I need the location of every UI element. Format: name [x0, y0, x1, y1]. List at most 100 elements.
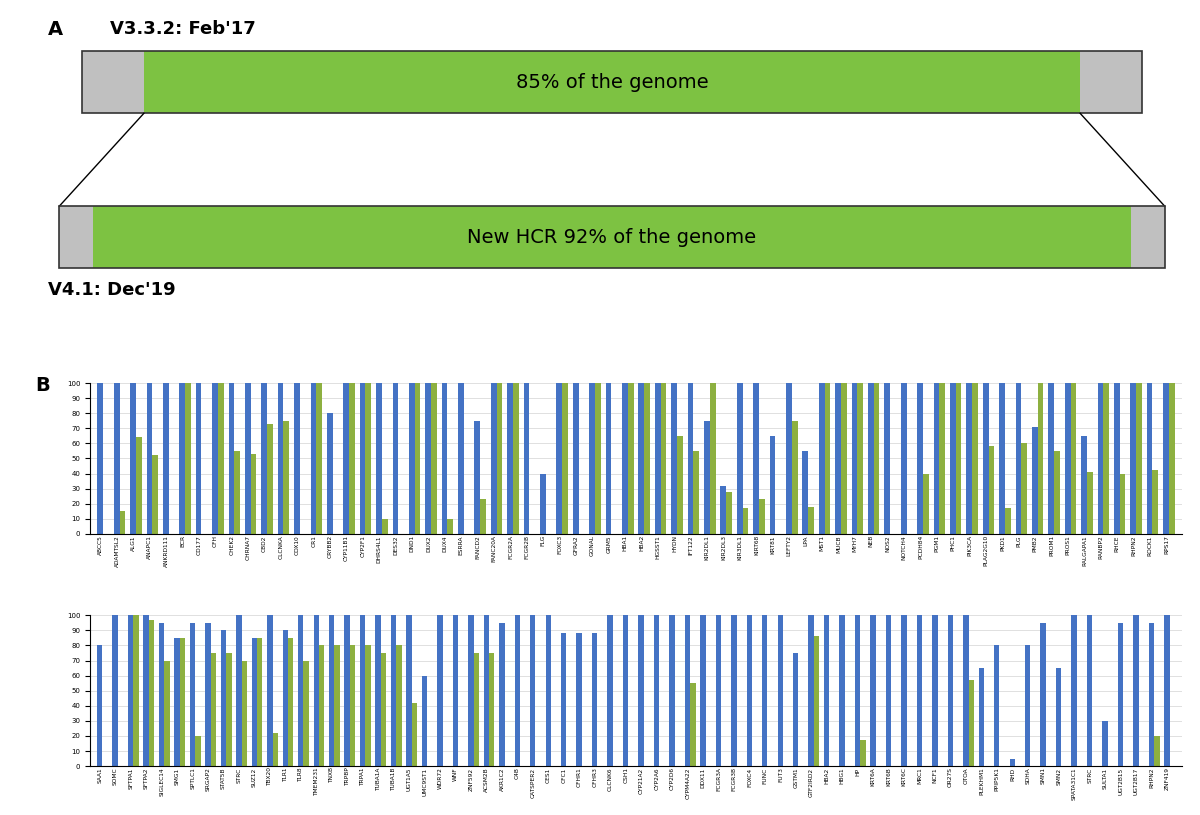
Bar — [576, 633, 582, 766]
Bar — [803, 451, 808, 534]
Bar — [180, 638, 185, 766]
Bar — [769, 436, 775, 534]
Bar — [452, 615, 458, 766]
Bar — [955, 383, 961, 534]
Bar — [1163, 383, 1169, 534]
Bar — [491, 383, 497, 534]
Bar — [917, 615, 922, 766]
Bar — [530, 615, 535, 766]
Bar — [376, 615, 380, 766]
Bar — [1169, 383, 1175, 534]
Bar — [948, 615, 953, 766]
Bar — [163, 383, 169, 534]
Bar — [1152, 470, 1158, 534]
Bar — [595, 383, 601, 534]
Bar — [546, 615, 551, 766]
Bar — [245, 383, 251, 534]
Bar — [294, 383, 300, 534]
Bar — [572, 383, 578, 534]
Bar — [607, 615, 613, 766]
Bar — [606, 383, 612, 534]
Bar — [917, 383, 923, 534]
Bar — [934, 383, 940, 534]
Bar — [319, 645, 324, 766]
Bar — [304, 660, 308, 766]
Bar — [868, 383, 874, 534]
Bar — [778, 615, 782, 766]
Bar — [252, 638, 257, 766]
Bar — [540, 474, 546, 534]
Bar — [311, 383, 317, 534]
Bar — [407, 615, 412, 766]
Bar — [136, 438, 142, 534]
Bar — [335, 645, 340, 766]
Bar — [746, 615, 752, 766]
Bar — [360, 615, 365, 766]
Bar — [709, 383, 715, 534]
Bar — [1130, 383, 1136, 534]
Bar — [329, 615, 335, 766]
Bar — [212, 383, 218, 534]
Bar — [343, 383, 349, 534]
Bar — [282, 631, 288, 766]
Bar — [490, 653, 494, 766]
Bar — [994, 645, 1000, 766]
Bar — [448, 519, 454, 534]
Bar — [1049, 383, 1054, 534]
Bar — [1118, 623, 1123, 766]
Bar — [120, 511, 125, 534]
Bar — [326, 413, 332, 534]
Bar — [1070, 383, 1076, 534]
Bar — [860, 741, 865, 766]
Bar — [968, 681, 974, 766]
Bar — [557, 383, 563, 534]
Bar — [622, 383, 628, 534]
Bar — [966, 383, 972, 534]
Bar — [1087, 615, 1092, 766]
Bar — [442, 383, 448, 534]
Bar — [726, 491, 732, 534]
Bar — [762, 615, 768, 766]
Bar — [720, 486, 726, 534]
Bar — [380, 653, 386, 766]
Bar — [164, 660, 169, 766]
Bar — [144, 51, 1080, 113]
Bar — [350, 645, 355, 766]
Bar — [396, 645, 402, 766]
Bar — [431, 383, 437, 534]
Bar — [114, 383, 120, 534]
Bar — [670, 615, 674, 766]
Bar — [268, 615, 272, 766]
Bar — [563, 383, 568, 534]
Bar — [1103, 383, 1109, 534]
Bar — [1114, 383, 1120, 534]
Bar — [262, 383, 268, 534]
Bar — [484, 615, 490, 766]
Bar — [1120, 474, 1126, 534]
Bar — [272, 733, 278, 766]
Bar — [365, 645, 371, 766]
Bar — [1133, 615, 1139, 766]
Bar — [59, 206, 94, 268]
Bar — [932, 615, 937, 766]
Bar — [1081, 436, 1087, 534]
Bar — [415, 383, 420, 534]
Bar — [226, 653, 232, 766]
Bar — [638, 615, 643, 766]
Bar — [857, 383, 863, 534]
Bar — [1015, 383, 1021, 534]
Bar — [82, 51, 144, 113]
Bar — [376, 383, 382, 534]
Bar — [288, 638, 293, 766]
Bar — [824, 383, 830, 534]
Bar — [158, 623, 164, 766]
Bar — [972, 383, 978, 534]
Bar — [349, 383, 355, 534]
Bar — [425, 383, 431, 534]
Bar — [841, 383, 847, 534]
Bar — [758, 499, 764, 534]
Bar — [1025, 645, 1031, 766]
Bar — [818, 383, 824, 534]
Legend: PCT.overlap.4.2, PCT.overlap.3.3.2: PCT.overlap.4.2, PCT.overlap.3.3.2 — [520, 617, 752, 635]
Bar — [409, 383, 415, 534]
